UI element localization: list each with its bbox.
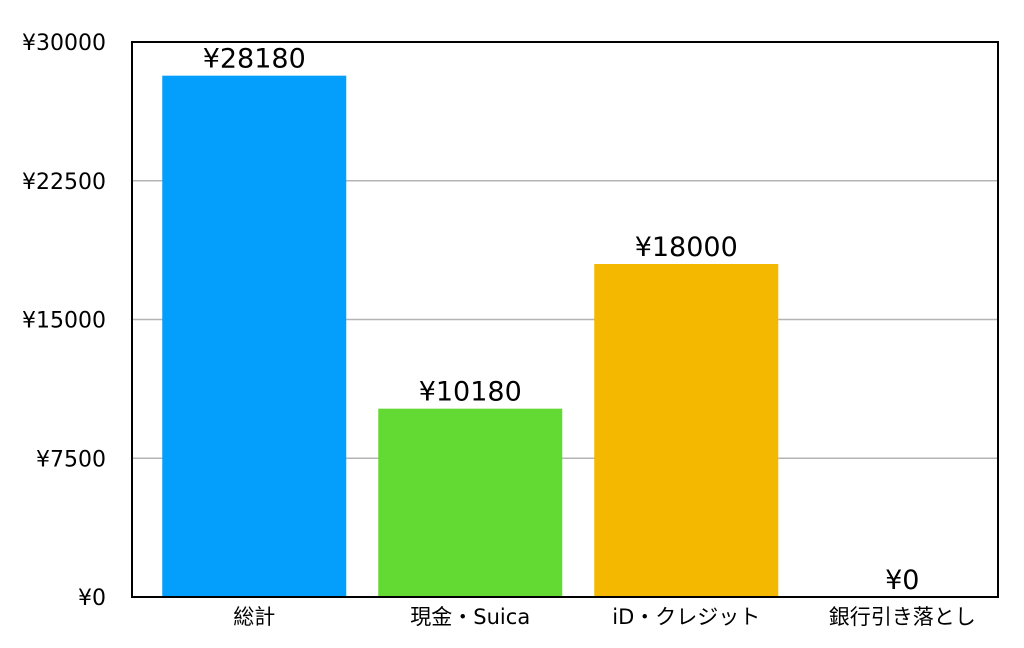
x-category-label: 銀行引き落とし	[829, 605, 976, 629]
y-tick-label: ¥30000	[22, 31, 106, 56]
data-label: ¥0	[885, 565, 919, 596]
bar	[378, 408, 563, 597]
data-label: ¥10180	[419, 377, 522, 408]
y-axis-ticks: ¥0 ¥7500 ¥15000 ¥22500 ¥30000	[22, 31, 106, 611]
data-label: ¥28180	[203, 44, 306, 75]
data-labels: ¥28180 ¥10180 ¥18000 ¥0	[203, 44, 920, 596]
bars	[162, 75, 779, 598]
bar	[594, 264, 779, 597]
plot-frame	[131, 41, 999, 598]
x-category-label: 総計	[233, 605, 275, 629]
y-tick-label: ¥0	[78, 586, 106, 611]
x-axis-categories: 総計 現金・Suica iD・クレジット 銀行引き落とし	[233, 605, 976, 629]
y-tick-label: ¥22500	[22, 170, 106, 195]
data-label: ¥18000	[635, 232, 738, 263]
x-category-label: iD・クレジット	[612, 605, 760, 629]
bar	[162, 75, 347, 598]
y-tick-label: ¥7500	[36, 447, 106, 472]
y-tick-label: ¥15000	[22, 309, 106, 334]
x-category-label: 現金・Suica	[410, 605, 530, 629]
